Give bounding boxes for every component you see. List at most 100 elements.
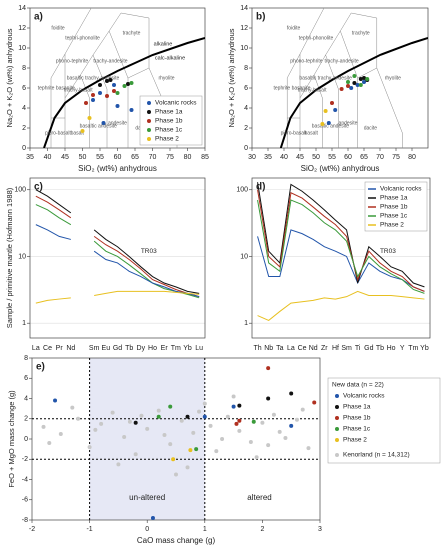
x-tick-label: Y	[400, 345, 405, 352]
region-label: un-altered	[129, 493, 165, 502]
x-tick-label: 65	[360, 154, 368, 161]
field-boundary	[127, 67, 150, 79]
panel: 0 2 4 6 8 10 12 14 30 35 40 45 50 55 60 65 70 75 80 b) SiO₂ …	[227, 5, 429, 173]
legend-swatch	[335, 438, 339, 442]
x-tick-label: 50	[79, 154, 87, 161]
legend: Volcanic rocks Phase 1a Phase 1b Phase 1c Ph…	[139, 95, 203, 146]
y-tick-label: 10	[18, 45, 26, 52]
panel-label: c)	[34, 182, 43, 193]
field-label: dacite	[364, 125, 378, 131]
data-point	[231, 404, 236, 409]
x-axis-label: SiO₂ (wt%) anhydrous	[78, 164, 157, 173]
data-point	[47, 441, 52, 446]
legend-swatch	[147, 101, 151, 105]
field-boundary	[92, 54, 108, 90]
data-point	[260, 420, 265, 425]
legend-label: Phase 1c	[155, 127, 183, 134]
series-line	[257, 189, 425, 292]
data-point	[208, 423, 213, 428]
data-point	[214, 449, 219, 454]
legend-label: Phase 1b	[155, 118, 183, 125]
y-tick-label: 4	[22, 105, 26, 112]
data-point	[112, 83, 116, 87]
series-line	[257, 199, 425, 294]
x-axis-label: CaO mass change (g)	[137, 536, 216, 545]
data-point	[346, 84, 350, 88]
x-tick-label: Zr	[321, 345, 328, 352]
data-point	[266, 443, 271, 448]
data-point	[355, 83, 360, 87]
alkaline-divide	[279, 37, 428, 148]
x-tick-label: Dy	[137, 345, 146, 352]
data-point	[115, 91, 120, 95]
data-point	[300, 407, 305, 412]
x-tick-label: Nd	[66, 345, 75, 352]
field-boundary	[108, 30, 129, 79]
data-point	[339, 87, 344, 91]
y-tick-label: 8	[24, 355, 28, 362]
y-tick-label: 10	[240, 45, 248, 52]
x-tick-label: 80	[408, 154, 416, 161]
x-tick-label: Tm	[171, 345, 181, 352]
data-point	[168, 442, 173, 447]
data-point	[352, 74, 357, 78]
legend-label: Volcanic rocks	[155, 100, 197, 107]
x-tick-label: 30	[248, 154, 256, 161]
y-tick-label: 6	[244, 85, 248, 92]
plot-content: TR03	[35, 189, 200, 304]
y-tick-label: 8	[22, 65, 26, 72]
data-point	[362, 76, 366, 80]
field-boundary	[313, 74, 323, 99]
data-point	[133, 452, 138, 457]
data-point	[231, 394, 236, 399]
legend-label: Phase 1a	[155, 109, 183, 116]
y-tick-label: 100	[236, 187, 248, 194]
legend-swatch	[147, 128, 151, 132]
y-tick-label: 2	[24, 416, 28, 423]
data-point	[349, 86, 354, 90]
field-label: basaltic andesite	[312, 123, 349, 129]
data-point	[202, 401, 207, 406]
y-tick-label: 0	[244, 145, 248, 152]
data-point	[251, 419, 256, 424]
y-tick-label: 6	[22, 85, 26, 92]
panel: 1 10 100 Th Nb Ta La Ce Nd Zr Hf Sm Ti Gd Tb Ho Y Tm Yb d) T…	[236, 177, 431, 352]
data-point	[110, 410, 115, 415]
data-point	[185, 414, 190, 419]
field-boundary	[351, 12, 377, 19]
y-axis-label: FeO + MgO mass change (g)	[7, 390, 16, 488]
x-tick-label: Yb	[183, 345, 192, 352]
data-point	[105, 79, 109, 83]
x-tick-label: La	[287, 345, 295, 352]
field-label: tephri-phonolite	[299, 35, 334, 41]
field-label: rhyolite	[158, 75, 174, 81]
x-tick-label: 65	[131, 154, 139, 161]
data-point	[266, 366, 271, 371]
x-tick-label: Tb	[376, 345, 384, 352]
x-tick-label: 55	[328, 154, 336, 161]
panel-label: e)	[36, 362, 45, 373]
legend-label: Volcanic rocks	[343, 393, 385, 400]
data-point	[271, 412, 276, 417]
field-label: picro-basalt	[45, 130, 71, 136]
y-tick-label: 2	[244, 125, 248, 132]
data-point	[91, 93, 95, 97]
x-tick-label: 60	[344, 154, 352, 161]
data-point	[115, 104, 120, 108]
x-tick-label: Ho	[387, 345, 396, 352]
field-boundary	[340, 30, 358, 79]
data-point	[171, 457, 176, 462]
data-point	[41, 424, 46, 429]
x-tick-label: 35	[264, 154, 272, 161]
annotation: TR03	[141, 248, 157, 255]
data-point	[365, 77, 370, 81]
field-boundary	[376, 18, 403, 148]
y-tick-label: -4	[22, 476, 28, 483]
series-line	[257, 229, 425, 292]
x-tick-label: Lu	[195, 345, 203, 352]
series-line	[35, 290, 200, 304]
legend-label: Volcanic rocks	[380, 186, 422, 193]
plot-content: foidite trachyte tephri-phonolite phono-tep…	[38, 8, 205, 148]
x-tick-label: Gd	[113, 345, 122, 352]
field-boundary	[357, 67, 377, 79]
